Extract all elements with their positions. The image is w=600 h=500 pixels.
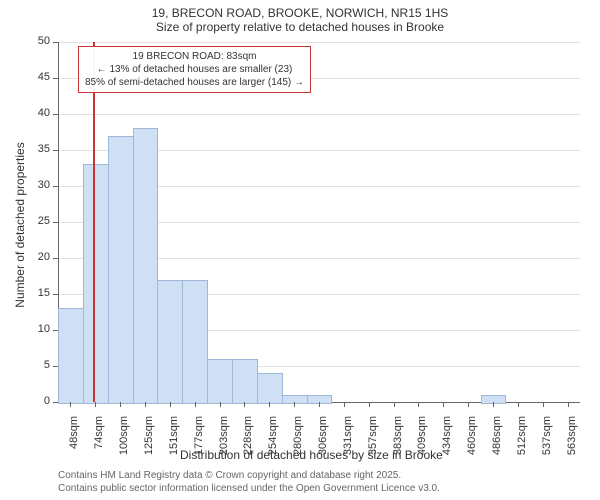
x-tick-label: 537sqm bbox=[541, 416, 553, 462]
annotation-line-3: 85% of semi-detached houses are larger (… bbox=[85, 76, 304, 89]
annotation-line-2: ← 13% of detached houses are smaller (23… bbox=[85, 63, 304, 76]
x-tick-mark bbox=[170, 402, 171, 407]
histogram-bar bbox=[58, 308, 84, 404]
annotation-box: 19 BRECON ROAD: 83sqm← 13% of detached h… bbox=[78, 46, 311, 93]
footer-line-2: Contains public sector information licen… bbox=[58, 483, 440, 494]
y-tick-label: 35 bbox=[26, 143, 50, 155]
x-tick-mark bbox=[120, 402, 121, 407]
y-tick-label: 20 bbox=[26, 251, 50, 263]
x-tick-mark bbox=[493, 402, 494, 407]
x-tick-mark bbox=[244, 402, 245, 407]
y-tick-label: 30 bbox=[26, 179, 50, 191]
histogram-bar bbox=[157, 280, 183, 404]
chart-container: 19, BRECON ROAD, BROOKE, NORWICH, NR15 1… bbox=[0, 0, 600, 500]
x-tick-mark bbox=[145, 402, 146, 407]
x-tick-mark bbox=[418, 402, 419, 407]
y-tick-label: 5 bbox=[26, 359, 50, 371]
x-tick-label: 486sqm bbox=[491, 416, 503, 462]
histogram-bar bbox=[232, 359, 258, 404]
histogram-bar bbox=[108, 136, 134, 404]
x-tick-mark bbox=[568, 402, 569, 407]
histogram-bar bbox=[257, 373, 283, 404]
x-tick-mark bbox=[369, 402, 370, 407]
x-tick-mark bbox=[543, 402, 544, 407]
annotation-line-1: 19 BRECON ROAD: 83sqm bbox=[85, 50, 304, 63]
x-tick-mark bbox=[319, 402, 320, 407]
y-tick-label: 10 bbox=[26, 323, 50, 335]
x-tick-mark bbox=[95, 402, 96, 407]
y-axis-label: Number of detached properties bbox=[13, 135, 27, 315]
y-tick-label: 15 bbox=[26, 287, 50, 299]
histogram-bar bbox=[83, 164, 109, 404]
x-tick-label: 460sqm bbox=[466, 416, 478, 462]
histogram-bar bbox=[133, 128, 159, 404]
histogram-bar bbox=[182, 280, 208, 404]
x-axis-label: Distribution of detached houses by size … bbox=[180, 448, 443, 462]
x-tick-label: 563sqm bbox=[566, 416, 578, 462]
histogram-bar bbox=[207, 359, 233, 404]
y-tick-label: 40 bbox=[26, 107, 50, 119]
x-tick-label: 48sqm bbox=[68, 416, 80, 462]
x-tick-label: 512sqm bbox=[516, 416, 528, 462]
x-tick-mark bbox=[269, 402, 270, 407]
plot-area: 0510152025303540455048sqm74sqm100sqm125s… bbox=[58, 42, 580, 402]
title-block: 19, BRECON ROAD, BROOKE, NORWICH, NR15 1… bbox=[0, 0, 600, 34]
gridline bbox=[58, 42, 580, 43]
y-tick-label: 45 bbox=[26, 71, 50, 83]
y-tick-label: 0 bbox=[26, 395, 50, 407]
x-tick-label: 151sqm bbox=[168, 416, 180, 462]
x-tick-mark bbox=[70, 402, 71, 407]
x-tick-mark bbox=[468, 402, 469, 407]
y-tick-label: 25 bbox=[26, 215, 50, 227]
title-line-2: Size of property relative to detached ho… bbox=[0, 20, 600, 34]
x-tick-mark bbox=[195, 402, 196, 407]
x-tick-mark bbox=[220, 402, 221, 407]
property-marker-line bbox=[93, 42, 95, 402]
x-tick-mark bbox=[344, 402, 345, 407]
gridline bbox=[58, 114, 580, 115]
x-tick-label: 125sqm bbox=[143, 416, 155, 462]
x-tick-mark bbox=[394, 402, 395, 407]
x-tick-mark bbox=[294, 402, 295, 407]
title-line-1: 19, BRECON ROAD, BROOKE, NORWICH, NR15 1… bbox=[0, 6, 600, 20]
x-tick-label: 434sqm bbox=[441, 416, 453, 462]
x-tick-label: 74sqm bbox=[93, 416, 105, 462]
x-tick-label: 100sqm bbox=[118, 416, 130, 462]
footer-line-1: Contains HM Land Registry data © Crown c… bbox=[58, 470, 401, 481]
y-tick-label: 50 bbox=[26, 35, 50, 47]
x-tick-mark bbox=[518, 402, 519, 407]
x-tick-mark bbox=[443, 402, 444, 407]
